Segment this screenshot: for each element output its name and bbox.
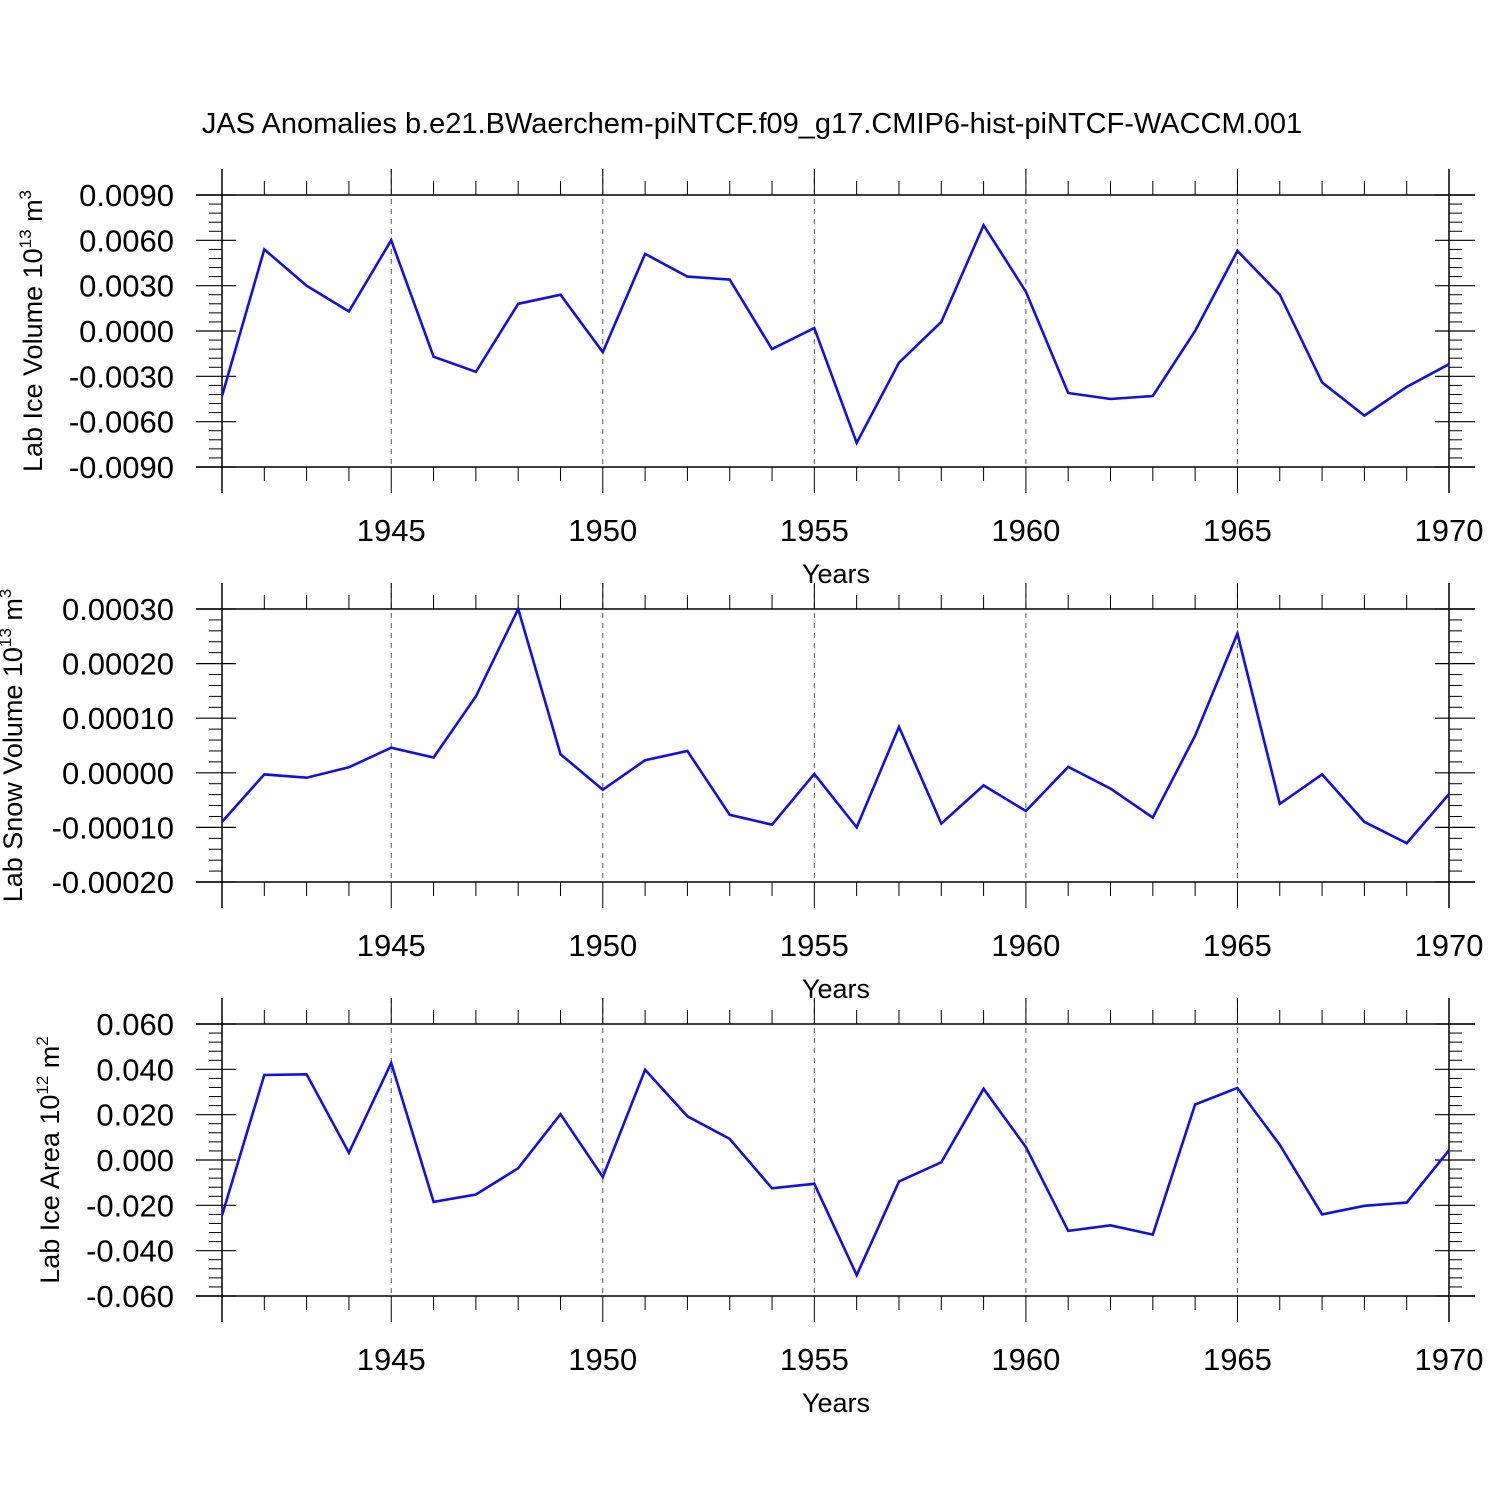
y-tick-label: 0.00020 [62,647,174,682]
y-tick-label: 0.00000 [62,756,174,791]
x-tick-label: 1970 [1415,1342,1484,1377]
y-tick-label: 0.0030 [79,269,174,304]
x-tick-label: 1965 [1203,1342,1272,1377]
x-tick-label: 1960 [991,928,1060,963]
y-axis-title: Lab Ice Area 1012 m2 [33,1036,65,1284]
x-tick-label: 1960 [991,513,1060,548]
y-axis-title: Lab Snow Volume 1013 m3 [0,589,28,903]
chart-title: JAS Anomalies b.e21.BWaerchem-piNTCF.f09… [202,108,1302,140]
x-tick-label: 1965 [1203,513,1272,548]
panels-group: -0.0090 -0.0060 -0.0030 0.0000 0.0030 0.0060 0… [0,169,1483,1418]
panel-ice-volume: -0.0090 -0.0060 -0.0030 0.0000 0.0030 0.0060 0… [16,169,1483,589]
y-tick-label: -0.060 [86,1279,174,1314]
x-axis-title: Years [802,559,870,589]
series-line-ice-area [220,1059,1451,1279]
y-tick-label: -0.0030 [69,359,174,394]
x-tick-label: 1955 [780,1342,849,1377]
y-tick-label: -0.020 [86,1188,174,1223]
y-tick-label: 0.00030 [62,592,174,627]
x-axis-title: Years [802,974,870,1004]
y-tick-label: 0.020 [96,1098,174,1133]
x-tick-label: 1945 [357,513,426,548]
y-tick-label: -0.0090 [69,450,174,485]
y-tick-label: -0.040 [86,1234,174,1269]
x-tick-label: 1955 [780,513,849,548]
x-tick-label: 1970 [1415,928,1484,963]
x-tick-label: 1960 [991,1342,1060,1377]
y-tick-label: 0.060 [96,1007,174,1042]
x-tick-label: 1945 [357,1342,426,1377]
panel-snow-volume: -0.00020 -0.00010 0.00000 0.00010 0.00020 0.0… [0,583,1483,1004]
x-tick-label: 1945 [357,928,426,963]
x-tick-label: 1965 [1203,928,1272,963]
y-tick-label: 0.0060 [79,223,174,258]
y-tick-label: 0.00010 [62,701,174,736]
x-tick-label: 1950 [568,928,637,963]
y-tick-label: -0.00010 [52,810,174,845]
x-tick-label: 1950 [568,513,637,548]
y-tick-label: -0.0060 [69,405,174,440]
y-tick-label: 0.0090 [79,178,174,213]
y-tick-label: -0.00020 [52,865,174,900]
y-tick-label: 0.040 [96,1052,174,1087]
y-tick-label: 0.0000 [79,314,174,349]
x-tick-label: 1970 [1415,513,1484,548]
panel-ice-area: -0.060 -0.040 -0.020 0.000 0.020 0.040 0.060 19… [33,998,1483,1418]
y-axis-title: Lab Ice Volume 1013 m3 [16,190,48,472]
x-tick-label: 1955 [780,928,849,963]
x-tick-label: 1950 [568,1342,637,1377]
series-line-ice-volume [220,222,1450,446]
y-tick-label: 0.000 [96,1143,174,1178]
x-axis-title: Years [802,1388,870,1418]
series-line-snow-volume [221,605,1450,845]
